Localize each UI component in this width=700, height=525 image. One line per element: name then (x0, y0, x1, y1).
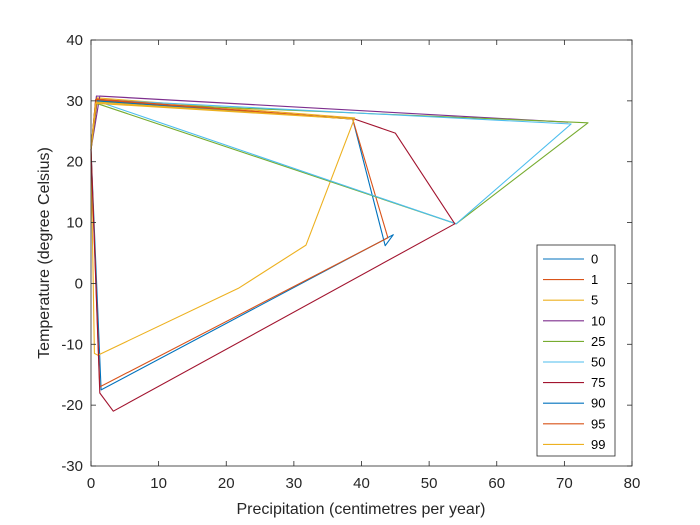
legend-label-50: 50 (591, 355, 605, 370)
legend-label-25: 25 (591, 334, 605, 349)
legend-box (536, 244, 616, 457)
x-tick-label: 70 (556, 475, 573, 492)
series-line-5 (90, 97, 356, 356)
legend-label-5: 5 (591, 293, 598, 308)
y-tick-label: -30 (61, 458, 83, 475)
legend-label-95: 95 (591, 416, 605, 431)
y-tick-label: 20 (66, 154, 83, 171)
legend: 0 1 5 10 25 50 75 90 95 99 (536, 244, 616, 457)
x-tick-label: 10 (150, 475, 167, 492)
legend-label-1: 1 (591, 272, 598, 287)
x-axis-label: Precipitation (centimetres per year) (237, 501, 486, 518)
legend-label-75: 75 (591, 375, 605, 390)
series-line-99 (90, 101, 356, 150)
y-tick-label: -20 (61, 397, 83, 414)
legend-label-99: 99 (591, 437, 605, 452)
y-tick-label: -10 (61, 336, 83, 353)
y-tick-label: 40 (66, 32, 83, 49)
x-tick-label: 50 (421, 475, 438, 492)
x-tick-label: 30 (286, 475, 303, 492)
y-tick-label: 30 (66, 93, 83, 110)
x-tick-label: 40 (353, 475, 370, 492)
series-layer (90, 95, 589, 412)
legend-label-0: 0 (591, 252, 598, 267)
legend-label-90: 90 (591, 396, 605, 411)
legend-label-10: 10 (591, 313, 605, 328)
y-tick-label: 10 (66, 215, 83, 232)
x-tick-label: 80 (624, 475, 641, 492)
x-axis: 0 10 20 30 40 50 60 70 80 (87, 40, 641, 492)
y-axis-label: Temperature (degree Celsius) (36, 147, 53, 359)
x-tick-label: 0 (87, 475, 95, 492)
x-tick-label: 20 (218, 475, 235, 492)
x-tick-label: 60 (488, 475, 505, 492)
y-tick-label: 0 (75, 275, 83, 292)
